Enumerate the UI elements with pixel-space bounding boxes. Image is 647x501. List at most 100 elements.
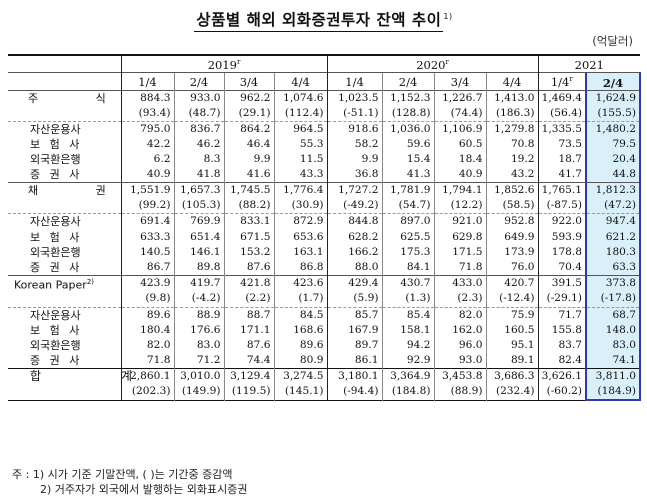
- row-label: [8, 384, 121, 400]
- value-cell: 833.1: [223, 213, 274, 230]
- value-cell: 918.6: [326, 121, 383, 137]
- row-label: 합 계: [8, 368, 132, 384]
- value-cell: (128.8): [381, 105, 435, 122]
- value-cell: 71.7: [537, 307, 587, 323]
- quarter-header-row: 1/4 2/4 3/4 4/4 1/4 2/4 3/4 4/4 1/4r 2/4: [8, 71, 642, 91]
- value-cell: 86.8: [273, 259, 328, 276]
- value-cell: 3,129.4: [223, 368, 274, 384]
- value-cell: (184.9): [585, 384, 642, 402]
- value-cell: (2.2): [223, 291, 274, 308]
- value-cell: 884.3: [120, 90, 174, 106]
- row-label: 자산운용사: [8, 121, 121, 137]
- row-label-text: 증 권 사: [30, 168, 83, 182]
- row-label: 보 험 사: [8, 230, 121, 245]
- quarter-header: 1/4: [120, 71, 174, 91]
- row-label-text: 증 권 사: [30, 260, 83, 274]
- value-cell: 633.3: [120, 229, 174, 245]
- value-cell: (155.5): [585, 105, 642, 122]
- value-cell: (-51.1): [326, 105, 383, 122]
- year-header-row: 2019r 2020r 2021: [8, 55, 641, 73]
- value-cell: 897.0: [381, 213, 435, 230]
- value-cell: 43.3: [273, 167, 328, 183]
- value-cell: (93.4): [120, 105, 174, 122]
- value-cell: 74.4: [223, 352, 274, 369]
- value-cell: 1,480.2: [585, 121, 642, 137]
- quarter-header: 4/4: [485, 71, 539, 91]
- row-label: 증 권 사: [8, 353, 121, 369]
- row-label-text: 외국환은행: [30, 153, 81, 167]
- value-cell: (74.4): [433, 105, 487, 122]
- value-cell: 391.5: [537, 275, 587, 292]
- quarter-label: 2/4: [602, 75, 624, 90]
- value-cell: 3,626.1: [537, 368, 587, 384]
- row-label: [8, 198, 121, 214]
- value-cell: 88.7: [223, 307, 274, 323]
- value-cell: (5.9): [326, 291, 383, 308]
- quarter-label: 4/4: [291, 75, 310, 90]
- value-cell: 46.4: [223, 136, 274, 153]
- value-cell: 18.7: [537, 152, 587, 168]
- value-cell: 962.2: [223, 90, 274, 106]
- value-cell: 89.8: [173, 259, 224, 276]
- value-cell: (12.2): [433, 198, 487, 214]
- value-cell: 148.0: [585, 322, 642, 338]
- value-cell: 80.9: [273, 352, 328, 369]
- value-cell: 872.9: [273, 213, 328, 230]
- row-label: 보 험 사: [8, 323, 121, 338]
- header-corner-2: [8, 72, 121, 90]
- value-cell: (232.4): [485, 384, 539, 401]
- value-cell: (99.2): [120, 198, 174, 214]
- value-cell: 1,106.9: [433, 121, 487, 137]
- value-cell: 373.8: [585, 275, 642, 292]
- row-label: [8, 106, 121, 122]
- value-cell: 621.2: [585, 229, 642, 245]
- value-cell: (145.1): [273, 384, 328, 401]
- row-label-text: 보 험 사: [30, 323, 83, 337]
- value-cell: 430.7: [381, 275, 435, 292]
- holdings-table: 2019r 2020r 2021 1/4 2/4 3/4 4/4 1/4 2/4 3/4 4/4 1/…: [8, 54, 642, 402]
- quarter-header: 4/4: [273, 71, 328, 91]
- value-cell: 55.3: [273, 136, 328, 153]
- year-header: 2021: [537, 55, 641, 73]
- value-cell: 947.4: [585, 213, 642, 230]
- value-cell: 671.5: [223, 229, 274, 245]
- value-cell: 76.0: [485, 259, 539, 276]
- value-cell: 160.5: [485, 322, 539, 338]
- value-cell: 88.9: [173, 307, 224, 323]
- value-cell: 3,364.9: [381, 368, 435, 384]
- table-row: 외국환은행 6.2 8.3 9.9 11.5 9.9 15.4 18.4 19.2 18.7 20.…: [8, 152, 642, 168]
- row-label-text: 합 계: [30, 368, 170, 383]
- row-label: 채 권: [8, 183, 121, 199]
- value-cell: 41.7: [537, 167, 587, 183]
- value-cell: 92.9: [381, 352, 435, 369]
- value-cell: 1,781.9: [381, 182, 435, 199]
- title-text: 상품별 해외 외화증권투자 잔액 추이: [194, 11, 444, 32]
- table-row: 증 권 사 86.7 89.8 87.6 86.8 88.0 84.1 71.8 76.0 70.…: [8, 259, 642, 276]
- value-cell: 649.9: [485, 229, 539, 245]
- value-cell: (186.3): [485, 105, 539, 122]
- value-cell: 423.6: [273, 275, 328, 292]
- table-row: Korean Paper2) 423.9 419.7 421.8 423.6 429.4 4…: [8, 275, 642, 292]
- table-row: 채 권 1,551.9 1,657.3 1,745.5 1,776.4 1,727.2 1,…: [8, 182, 642, 199]
- row-footnote-mark: 2): [86, 277, 94, 286]
- value-cell: 628.2: [326, 229, 383, 245]
- value-cell: 41.8: [173, 167, 224, 183]
- value-cell: 42.2: [120, 136, 174, 153]
- value-cell: 82.0: [120, 337, 174, 353]
- value-cell: 171.1: [223, 322, 274, 338]
- value-cell: 84.5: [273, 307, 328, 323]
- value-cell: 1,812.3: [585, 182, 642, 199]
- value-cell: 15.4: [381, 152, 435, 168]
- value-cell: 1,036.0: [381, 121, 435, 137]
- value-cell: 178.8: [537, 244, 587, 260]
- quarter-label: 1/4: [345, 75, 364, 90]
- value-cell: 41.3: [381, 167, 435, 183]
- value-cell: 85.4: [381, 307, 435, 323]
- value-cell: 88.0: [326, 259, 383, 276]
- value-cell: (88.9): [433, 384, 487, 401]
- value-cell: 166.2: [326, 244, 383, 260]
- value-cell: 11.5: [273, 152, 328, 168]
- value-cell: 1,794.1: [433, 182, 487, 199]
- row-label: [8, 291, 121, 307]
- row-label: 자산운용사: [8, 307, 121, 323]
